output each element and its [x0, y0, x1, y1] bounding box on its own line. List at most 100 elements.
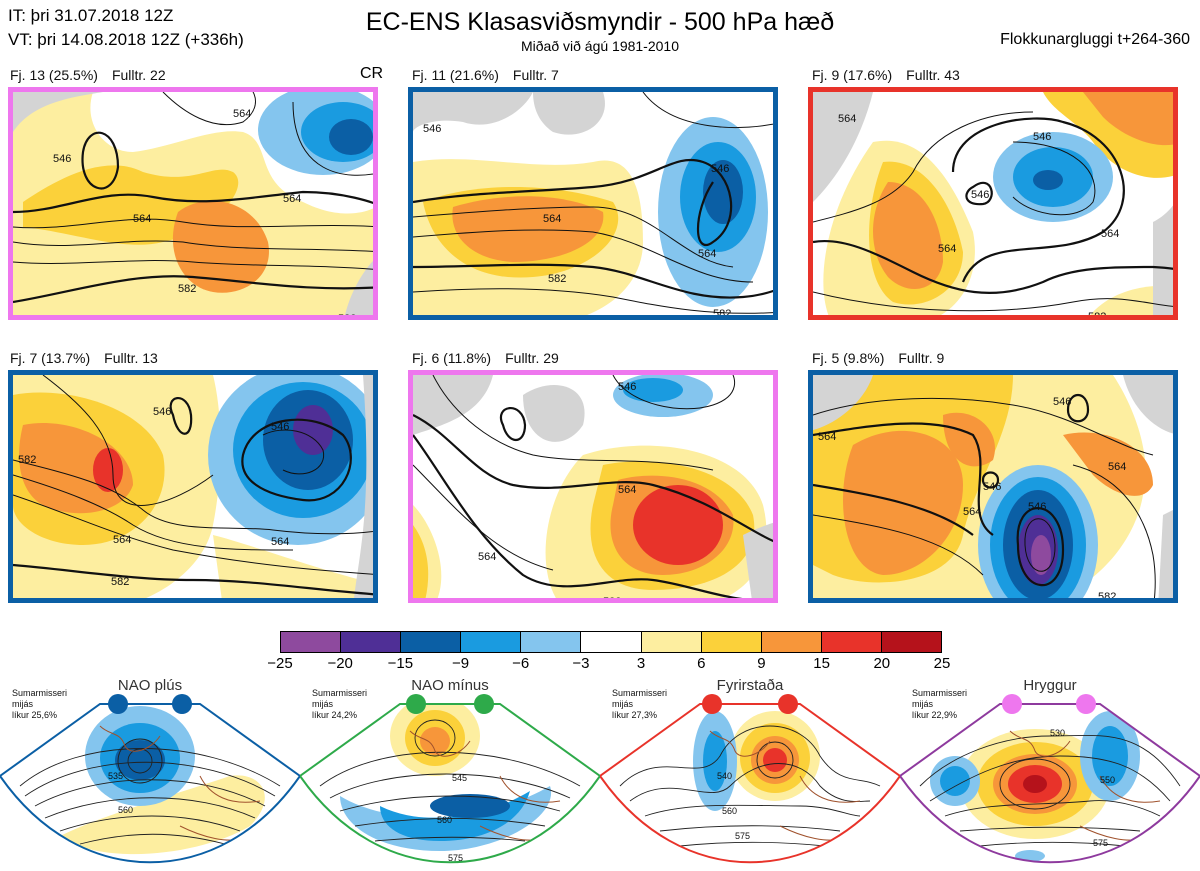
regime-contour-label: 575 — [448, 853, 463, 863]
contour-label: 564 — [838, 113, 856, 125]
contour-label: 546 — [423, 123, 441, 135]
contour-label: 564 — [618, 484, 636, 496]
regime-map: 535 560 — [0, 694, 300, 864]
cluster-map-5: 546 564 564 546 546 564 582 — [808, 370, 1178, 603]
anomaly-map: 546 546 582 564 564 582 — [13, 375, 373, 598]
colorbar-tick-label: 15 — [813, 655, 830, 672]
colorbar — [280, 631, 942, 653]
initial-time: IT: þri 31.07.2018 12Z — [8, 6, 174, 25]
classification-window: Flokkunargluggi t+264-360 — [1000, 31, 1190, 48]
contour-label: 582 — [713, 308, 731, 320]
contour-label: 546 — [618, 381, 636, 393]
regime-map: 540 560 575 — [600, 694, 900, 864]
contour-label: 546 — [1033, 131, 1051, 143]
colorbar-swatch — [341, 632, 402, 652]
anomaly-map: 564 546 546 564 564 582 — [813, 92, 1173, 320]
regime-contour-label: 575 — [1093, 838, 1108, 848]
regime-contour-label: 575 — [735, 831, 750, 841]
contour-label: 546 — [153, 406, 171, 418]
contour-label: 546 — [1053, 396, 1071, 408]
contour-label: 564 — [283, 193, 301, 205]
contour-label: 564 — [818, 431, 836, 443]
cluster-label: Fj. 9 (17.6%) Fulltr. 43 — [812, 67, 960, 83]
contour-label: 546 — [711, 163, 729, 175]
regime-contour-label: 560 — [437, 815, 452, 825]
contour-label: 564 — [1101, 228, 1119, 240]
colorbar-swatch — [761, 632, 822, 652]
contour-label: 546 — [271, 421, 289, 433]
contour-label: 564 — [938, 243, 956, 255]
colorbar-tick-label: 3 — [636, 655, 646, 672]
colorbar-swatch — [701, 632, 762, 652]
contour-label: 564 — [698, 248, 716, 260]
page-title: EC-ENS Klasasviðsmyndir - 500 hPa hæð — [365, 8, 835, 36]
regime-contour-label: 540 — [717, 771, 732, 781]
regime-blocking: Fyrirstaða Sumarmisseri mijás líkur 27,3% — [600, 676, 900, 871]
colorbar-tick-label: 9 — [757, 655, 766, 672]
colorbar-swatch — [641, 632, 702, 652]
colorbar-swatch — [401, 632, 462, 652]
regime-contour-label: 560 — [118, 805, 133, 815]
contour-label: 582 — [1098, 591, 1116, 603]
contour-label: 582 — [178, 283, 196, 295]
contour-label: 546 — [1028, 501, 1046, 513]
regime-ridge: Hryggur Sumarmisseri mijás líkur 22,9% — [900, 676, 1200, 871]
colorbar-tick-label: −9 — [451, 655, 470, 672]
regime-contour-label: 560 — [722, 806, 737, 816]
colorbar-tick-label: −6 — [512, 655, 530, 672]
regime-contour-label: 530 — [1050, 728, 1065, 738]
contour-label: 564 — [233, 108, 251, 120]
cluster-map-9: 564 546 546 564 564 582 — [808, 87, 1178, 320]
contour-label: 564 — [963, 506, 981, 518]
cluster-map-13: 546 564 564 582 564 582 — [8, 87, 378, 320]
colorbar-tick-label: 20 — [873, 655, 891, 672]
colorbar-swatch — [461, 632, 522, 652]
contour-label: 582 — [548, 273, 566, 285]
contour-label: 582 — [1088, 311, 1106, 320]
contour-label: 546 — [971, 189, 989, 201]
regime-title: Hryggur — [1023, 677, 1077, 694]
contour-label: 564 — [133, 213, 151, 225]
colorbar-swatch — [821, 632, 882, 652]
regime-map: 545 560 575 — [300, 694, 600, 864]
contour-label: 582 — [603, 596, 621, 603]
regime-contour-label: 535 — [108, 771, 123, 781]
contour-label: 582 — [111, 576, 129, 588]
colorbar-ticks: −25 −20 −15 −9 −6 −3 3 6 9 15 20 25 — [240, 655, 982, 675]
cluster-map-6: 546 564 564 582 — [408, 370, 778, 603]
colorbar-tick-label: −20 — [327, 655, 353, 672]
anomaly-map: 546 564 564 582 — [413, 375, 773, 603]
regime-nao-minus: NAO mínus Sumarmisseri mijás líkur 24,2% — [300, 676, 600, 871]
anomaly-map: 546 564 564 546 546 564 582 — [813, 375, 1173, 603]
regime-map: 530 550 575 — [900, 694, 1200, 864]
cluster-label: Fj. 5 (9.8%) Fulltr. 9 — [812, 350, 945, 366]
cluster-label: Fj. 7 (13.7%) Fulltr. 13 — [10, 350, 158, 366]
colorbar-swatch — [881, 632, 942, 652]
cluster-label: Fj. 11 (21.6%) Fulltr. 7 — [412, 67, 559, 83]
colorbar-tick-label: −25 — [267, 655, 293, 672]
contour-label: 564 — [1108, 461, 1126, 473]
colorbar-swatch — [281, 632, 342, 652]
regime-info: Sumarmisseri mijás líkur 27,3% — [612, 688, 668, 720]
cluster-map-11: 546 564 546 564 582 582 — [408, 87, 778, 320]
contour-label: 564 — [113, 534, 131, 546]
contour-label: 564 — [478, 551, 496, 563]
regime-title: NAO plús — [117, 677, 183, 694]
contour-label: 582 — [18, 454, 36, 466]
colorbar-tick-label: 6 — [697, 655, 706, 672]
header-info: IT: þri 31.07.2018 12Z VT: þri 14.08.201… — [8, 4, 244, 52]
regime-info: Sumarmisseri mijás líkur 25,6% — [12, 688, 68, 720]
colorbar-tick-label: −3 — [572, 655, 590, 672]
regime-contour-label: 545 — [452, 773, 467, 783]
valid-time: VT: þri 14.08.2018 12Z (+336h) — [8, 30, 244, 49]
anomaly-map: 546 564 564 582 564 582 — [13, 92, 373, 320]
contour-label: 564 — [271, 536, 289, 548]
regime-nao-plus: NAO plús Sumarmisseri mijás líkur 25,6% — [0, 676, 300, 871]
regime-info: Sumarmisseri mijás líkur 24,2% — [312, 688, 368, 720]
cluster-map-7: 546 546 582 564 564 582 — [8, 370, 378, 603]
contour-label: 582 — [338, 313, 356, 320]
regime-title: NAO mínus — [411, 677, 489, 694]
regime-contour-label: 550 — [1100, 775, 1115, 785]
cluster-label: Fj. 13 (25.5%) Fulltr. 22 — [10, 67, 166, 83]
regime-info: Sumarmisseri mijás líkur 22,9% — [912, 688, 968, 720]
